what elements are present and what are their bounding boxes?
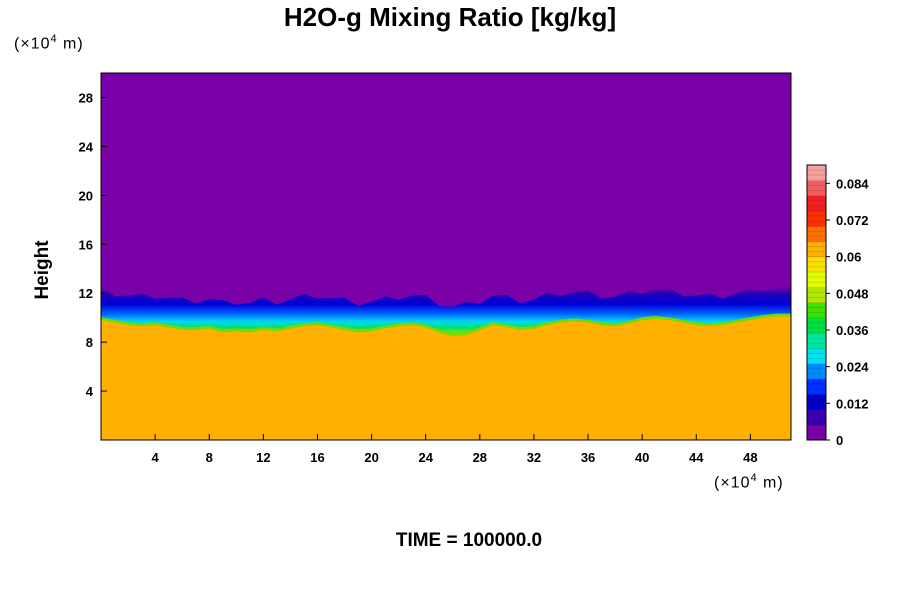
plot-area <box>101 73 791 440</box>
x-tick-label: 4 <box>152 450 160 465</box>
y-tick-label: 8 <box>86 335 93 350</box>
colorbar-swatch <box>807 394 826 410</box>
colorbar-swatch <box>807 409 826 426</box>
x-tick-label: 12 <box>256 450 270 465</box>
lower-field <box>101 314 791 440</box>
colorbar-swatch <box>807 302 826 319</box>
colorbar-tick-label: 0.012 <box>836 396 869 411</box>
colorbar-swatch <box>807 317 826 334</box>
x-tick-label: 36 <box>581 450 595 465</box>
x-tick-label: 20 <box>364 450 378 465</box>
time-label: TIME = 100000.0 <box>395 530 543 551</box>
colorbar-swatch <box>807 363 826 380</box>
colorbar-swatch <box>807 378 826 395</box>
colorbar-swatch <box>807 195 826 212</box>
colorbar-swatch <box>807 256 826 273</box>
y-tick-label: 20 <box>79 188 93 203</box>
y-tick-label: 28 <box>79 90 93 105</box>
x-tick-label: 8 <box>206 450 213 465</box>
colorbar-tick-label: 0.024 <box>836 360 869 375</box>
colorbar-tick-label: 0.036 <box>836 323 869 338</box>
colorbar-swatch <box>807 333 826 349</box>
x-tick-label: 32 <box>527 450 541 465</box>
x-tick-label: 44 <box>689 450 704 465</box>
chart-title: H2O-g Mixing Ratio [kg/kg] <box>283 2 617 32</box>
plot-frame <box>100 72 792 441</box>
y-tick-label: 24 <box>79 139 94 154</box>
colorbar-swatch <box>807 180 826 197</box>
y-tick-label: 16 <box>79 237 93 252</box>
colorbar-tick-label: 0.048 <box>836 286 869 301</box>
colorbar-tick-label: 0.084 <box>836 176 869 191</box>
x-tick-label: 24 <box>418 450 433 465</box>
y-axis: 4 8 12 16 20 24 28 <box>79 90 107 399</box>
x-tick-label: 48 <box>743 450 757 465</box>
colorbar-frame <box>806 164 827 441</box>
y-axis-unit: (×104 m) <box>14 33 84 53</box>
colorbar-tick-label: 0.06 <box>836 250 861 265</box>
y-tick-label: 12 <box>79 286 93 301</box>
colorbar-swatch <box>807 424 826 441</box>
colorbar-swatch <box>807 226 826 242</box>
colorbar-swatch <box>807 210 826 227</box>
colorbar-swatch <box>807 165 826 181</box>
x-tick-label: 16 <box>310 450 324 465</box>
colorbar-tick-label: 0 <box>836 433 843 448</box>
x-axis-unit: (×104 m) <box>714 472 784 492</box>
colorbar-swatch <box>807 241 826 258</box>
colorbar-swatch <box>807 348 826 365</box>
colorbar-swatch <box>807 287 826 303</box>
colorbar-tick-label: 0.072 <box>836 213 869 228</box>
x-tick-label: 40 <box>635 450 649 465</box>
y-tick-label: 4 <box>86 384 94 399</box>
interface-edge <box>101 313 791 337</box>
x-tick-label: 28 <box>473 450 487 465</box>
colorbar: 0 0.012 0.024 0.036 0.048 0.06 0.072 0.084 <box>806 164 869 448</box>
colorbar-swatch <box>807 271 826 288</box>
x-axis: 4 8 12 16 20 24 28 32 36 40 44 48 <box>152 434 758 465</box>
